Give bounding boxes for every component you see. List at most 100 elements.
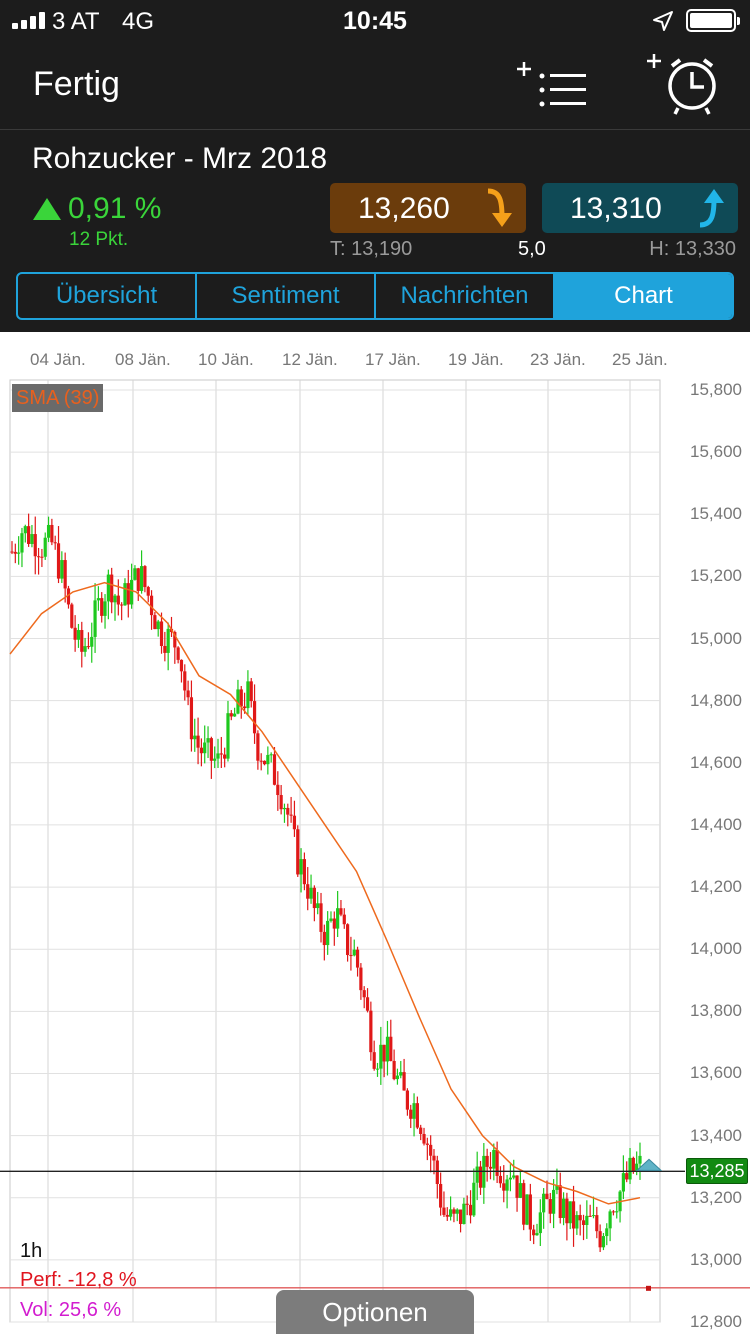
candle-body xyxy=(306,884,310,899)
candle-body xyxy=(558,1185,562,1218)
tab-news[interactable]: Nachrichten xyxy=(376,274,555,318)
candle-body xyxy=(70,604,74,628)
candle-body xyxy=(17,552,21,554)
candle-body xyxy=(355,949,360,968)
candle-body xyxy=(113,595,117,603)
options-button[interactable]: Optionen xyxy=(276,1290,474,1334)
candle-body xyxy=(535,1233,539,1236)
carrier-name: 3 AT xyxy=(52,8,100,35)
candle-body xyxy=(133,568,137,580)
candle-body xyxy=(86,646,91,648)
tab-overview[interactable]: Übersicht xyxy=(18,274,197,318)
candle-body xyxy=(458,1209,463,1224)
candle-body xyxy=(279,795,283,810)
ask-price: 13,310 xyxy=(570,192,662,225)
candle-body xyxy=(83,646,87,652)
candle-body xyxy=(575,1215,579,1229)
candle-body xyxy=(193,735,197,740)
candle-body xyxy=(60,560,64,579)
candle-body xyxy=(382,1044,386,1062)
candle-body xyxy=(389,1036,393,1061)
bid-price: 13,260 xyxy=(358,192,450,225)
spread: 5,0 xyxy=(518,238,546,260)
candle-body xyxy=(512,1175,516,1178)
candle-body xyxy=(422,1133,426,1144)
candle-body xyxy=(36,556,41,558)
y-tick-label: 15,000 xyxy=(690,628,742,648)
x-tick-label: 04 Jän. xyxy=(30,350,86,369)
candle-body xyxy=(385,1036,390,1062)
candle-body xyxy=(299,859,303,875)
candle-body xyxy=(432,1155,436,1161)
candle-body xyxy=(282,807,287,810)
candle-body xyxy=(345,924,350,956)
candle-body xyxy=(23,526,27,534)
candle-body xyxy=(455,1209,459,1214)
candle-body xyxy=(621,1173,625,1192)
instrument-title: Rohzucker - Mrz 2018 xyxy=(32,142,328,175)
current-price-badge: 13,285 xyxy=(686,1158,748,1184)
candle-body xyxy=(405,1090,410,1110)
candle-body xyxy=(462,1203,466,1224)
candle-body xyxy=(548,1199,552,1214)
done-button[interactable]: Fertig xyxy=(33,65,120,103)
day-high: H: 13,330 xyxy=(649,238,736,260)
candle-body xyxy=(508,1177,513,1180)
candle-body xyxy=(598,1231,602,1248)
tab-sentiment[interactable]: Sentiment xyxy=(197,274,376,318)
candle-body xyxy=(365,997,370,1011)
candle-body xyxy=(33,534,37,557)
y-tick-label: 15,200 xyxy=(690,566,742,586)
add-alarm-icon[interactable] xyxy=(642,52,722,116)
candle-body xyxy=(495,1149,499,1176)
candle-body xyxy=(605,1228,609,1237)
candle-body xyxy=(146,587,150,596)
candle-body xyxy=(352,949,356,956)
candle-body xyxy=(442,1207,446,1215)
candle-body xyxy=(595,1215,599,1232)
y-tick-label: 14,200 xyxy=(690,877,742,897)
candle-body xyxy=(505,1179,509,1191)
candle-body xyxy=(256,733,260,761)
candle-body xyxy=(565,1198,569,1224)
candle-body xyxy=(561,1198,566,1218)
y-tick-label: 13,400 xyxy=(690,1125,742,1145)
price-alert-marker xyxy=(635,1158,663,1171)
candle-body xyxy=(166,628,170,653)
network-type: 4G xyxy=(122,8,155,35)
buy-button[interactable]: 13,310 xyxy=(542,183,738,233)
day-low: T: 13,190 xyxy=(330,238,413,260)
x-tick-label: 08 Jän. xyxy=(115,350,171,369)
candle-body xyxy=(319,903,323,932)
candle-body xyxy=(289,814,293,816)
down-arrow-icon xyxy=(487,188,512,227)
change-percent: 0,91 % xyxy=(68,192,162,225)
candle-body xyxy=(591,1215,596,1217)
price-chart[interactable]: 04 Jän. 08 Jän. 10 Jän. 12 Jän. 17 Jän. 19 Jä… xyxy=(0,332,750,1334)
tab-chart[interactable]: Chart xyxy=(555,274,732,318)
candle-body xyxy=(625,1173,629,1180)
candle-body xyxy=(409,1109,413,1119)
sma-indicator-label[interactable]: SMA (39) xyxy=(12,384,104,412)
candle-body xyxy=(332,918,336,929)
candle-body xyxy=(465,1203,469,1205)
candle-body xyxy=(588,1215,592,1217)
candle-body xyxy=(53,542,57,544)
candle-body xyxy=(316,903,320,909)
add-to-watchlist-icon[interactable] xyxy=(512,58,592,114)
candle-body xyxy=(568,1201,572,1224)
candle-body xyxy=(110,574,114,603)
candle-body xyxy=(445,1214,449,1217)
candle-body xyxy=(216,753,220,759)
candle-body xyxy=(538,1212,542,1234)
candle-body xyxy=(176,647,180,660)
candle-body xyxy=(362,990,366,998)
candle-body xyxy=(402,1072,406,1091)
sell-button[interactable]: 13,260 xyxy=(330,183,526,233)
candle-body xyxy=(120,604,124,606)
candle-body xyxy=(189,697,194,740)
chart-canvas[interactable] xyxy=(0,332,750,1334)
y-tick-label: 14,600 xyxy=(690,752,742,772)
candle-body xyxy=(342,914,346,925)
y-tick-label: 15,400 xyxy=(690,504,742,524)
